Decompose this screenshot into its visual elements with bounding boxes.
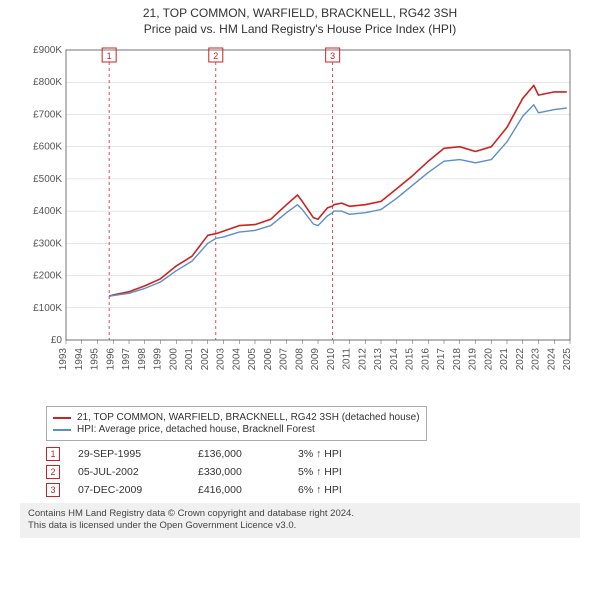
event-hpi: 6% ↑ HPI xyxy=(298,484,388,496)
svg-text:1998: 1998 xyxy=(137,348,148,371)
svg-text:2005: 2005 xyxy=(247,348,258,371)
svg-text:2019: 2019 xyxy=(468,348,479,371)
svg-text:£600K: £600K xyxy=(33,142,62,153)
svg-text:£0: £0 xyxy=(51,335,63,346)
svg-text:2007: 2007 xyxy=(279,348,290,371)
event-price: £416,000 xyxy=(198,484,298,496)
svg-text:£500K: £500K xyxy=(33,174,62,185)
svg-text:£400K: £400K xyxy=(33,206,62,217)
event-date: 29-SEP-1995 xyxy=(78,448,198,460)
svg-text:2006: 2006 xyxy=(263,348,274,371)
svg-text:2000: 2000 xyxy=(168,348,179,371)
chart-svg: £0 £100K £200K £300K £400K £500K £600K £700K £80… xyxy=(20,40,580,400)
svg-text:3: 3 xyxy=(330,51,335,61)
event-date: 07-DEC-2009 xyxy=(78,484,198,496)
svg-text:2011: 2011 xyxy=(342,348,353,370)
event-price: £330,000 xyxy=(198,466,298,478)
event-date: 05-JUL-2002 xyxy=(78,466,198,478)
svg-text:2008: 2008 xyxy=(294,348,305,371)
svg-text:2021: 2021 xyxy=(499,348,510,371)
legend-swatch-property xyxy=(53,417,71,419)
svg-text:2017: 2017 xyxy=(436,348,447,371)
legend-label: 21, TOP COMMON, WARFIELD, BRACKNELL, RG4… xyxy=(77,412,420,423)
svg-text:2001: 2001 xyxy=(184,348,195,371)
svg-text:2015: 2015 xyxy=(405,348,416,371)
legend: 21, TOP COMMON, WARFIELD, BRACKNELL, RG4… xyxy=(46,406,427,441)
svg-text:2009: 2009 xyxy=(310,348,321,371)
event-row: 3 07-DEC-2009 £416,000 6% ↑ HPI xyxy=(46,483,580,497)
event-badge: 3 xyxy=(46,483,60,497)
title-line2: Price paid vs. HM Land Registry's House … xyxy=(0,22,600,36)
svg-text:£800K: £800K xyxy=(33,77,62,88)
svg-text:2025: 2025 xyxy=(562,348,573,371)
svg-text:2018: 2018 xyxy=(452,348,463,371)
svg-text:1997: 1997 xyxy=(121,348,132,371)
svg-text:1999: 1999 xyxy=(153,348,164,371)
svg-text:2016: 2016 xyxy=(420,348,431,371)
event-row: 1 29-SEP-1995 £136,000 3% ↑ HPI xyxy=(46,447,580,461)
svg-text:1994: 1994 xyxy=(74,348,85,371)
svg-text:2014: 2014 xyxy=(389,348,400,371)
svg-text:2004: 2004 xyxy=(231,348,242,371)
event-row: 2 05-JUL-2002 £330,000 5% ↑ HPI xyxy=(46,465,580,479)
event-price: £136,000 xyxy=(198,448,298,460)
svg-text:2: 2 xyxy=(213,51,218,61)
chart-header: 21, TOP COMMON, WARFIELD, BRACKNELL, RG4… xyxy=(0,0,600,40)
legend-row: HPI: Average price, detached house, Brac… xyxy=(53,424,420,435)
legend-row: 21, TOP COMMON, WARFIELD, BRACKNELL, RG4… xyxy=(53,412,420,423)
svg-text:2013: 2013 xyxy=(373,348,384,371)
svg-text:1993: 1993 xyxy=(58,348,69,371)
svg-text:£700K: £700K xyxy=(33,109,62,120)
legend-label: HPI: Average price, detached house, Brac… xyxy=(77,424,315,435)
event-badge: 1 xyxy=(46,447,60,461)
svg-text:2022: 2022 xyxy=(515,348,526,371)
svg-text:2012: 2012 xyxy=(357,348,368,371)
svg-text:£900K: £900K xyxy=(33,45,62,56)
svg-text:2010: 2010 xyxy=(326,348,337,371)
title-line1: 21, TOP COMMON, WARFIELD, BRACKNELL, RG4… xyxy=(0,6,600,20)
svg-text:£100K: £100K xyxy=(33,303,62,314)
svg-text:2020: 2020 xyxy=(483,348,494,371)
event-badge: 2 xyxy=(46,465,60,479)
credits-line: This data is licensed under the Open Gov… xyxy=(28,520,572,532)
svg-text:2002: 2002 xyxy=(200,348,211,371)
svg-text:2024: 2024 xyxy=(546,348,557,371)
svg-text:1995: 1995 xyxy=(90,348,101,371)
svg-text:£300K: £300K xyxy=(33,238,62,249)
event-hpi: 5% ↑ HPI xyxy=(298,466,388,478)
chart: £0 £100K £200K £300K £400K £500K £600K £700K £80… xyxy=(20,40,580,400)
svg-text:£200K: £200K xyxy=(33,271,62,282)
svg-text:1: 1 xyxy=(107,51,112,61)
credits-line: Contains HM Land Registry data © Crown c… xyxy=(28,508,572,520)
svg-text:2023: 2023 xyxy=(531,348,542,371)
svg-text:2003: 2003 xyxy=(216,348,227,371)
legend-swatch-hpi xyxy=(53,429,71,431)
credits: Contains HM Land Registry data © Crown c… xyxy=(20,503,580,538)
event-hpi: 3% ↑ HPI xyxy=(298,448,388,460)
svg-text:1996: 1996 xyxy=(105,348,116,371)
event-list: 1 29-SEP-1995 £136,000 3% ↑ HPI 2 05-JUL… xyxy=(46,447,580,497)
